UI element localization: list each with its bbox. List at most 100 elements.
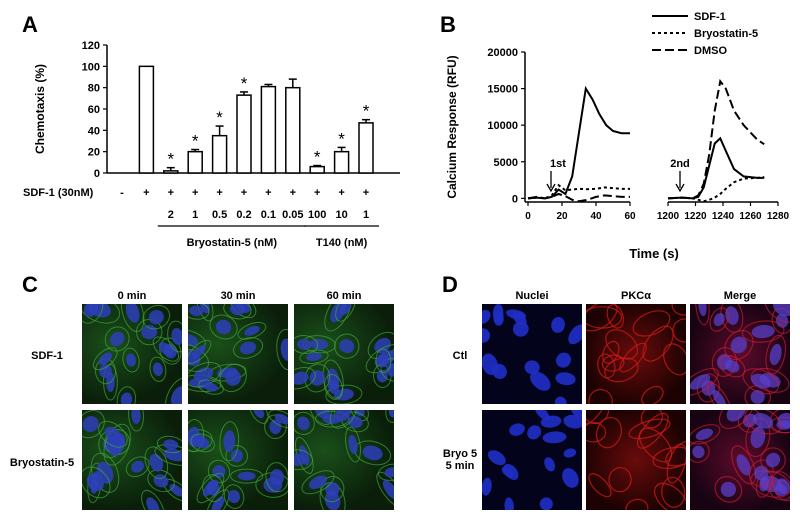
cell-outline [135,318,163,346]
concentration-label: 100 [308,209,326,221]
nucleus [280,338,288,361]
nucleus [725,306,739,325]
cell-outline [149,356,167,382]
treatment-sign: - [120,187,124,199]
cell-outline [345,426,362,463]
nucleus [306,352,322,361]
bar [333,150,350,174]
micrograph-bryo-merge [690,410,790,510]
nucleus [148,310,164,325]
nucleus [192,345,206,359]
bar [163,170,179,174]
nucleus [555,372,576,386]
cell-outline [125,456,150,478]
y-tick-label: 120 [82,40,100,52]
cell-outline [198,379,224,395]
series-line [527,183,630,200]
nucleus [482,353,498,376]
nucleus [196,437,210,449]
nucleus [354,410,365,417]
y-axis-label: Calcium Response (RFU) [445,55,459,198]
annotation-arrowhead [675,183,685,193]
nucleus [362,445,383,461]
cell-outline [377,463,394,481]
treatment-sign: + [314,187,320,199]
concentration-label: 1 [363,209,369,221]
treatment-sign: + [143,187,149,199]
nucleus [571,410,582,419]
significance-marker: * [241,74,248,93]
cell-outline [586,306,623,329]
nucleus [244,325,260,336]
cell-outline [586,421,607,443]
nucleus [163,439,179,450]
cell-outline [718,410,754,430]
cell-outline [636,412,669,449]
cell-outline [98,420,128,448]
cell-outline [625,498,649,510]
nucleus [563,448,577,458]
cell-outline [219,421,240,462]
micrograph-sdf1-60min [294,304,394,404]
panel-c-row-header: SDF-1 [31,350,63,362]
cell-outline [248,410,269,424]
cell-outline [294,335,319,354]
nucleus [482,328,491,343]
nucleus [720,481,736,498]
group-label: Bryostatin-5 (nM) [187,237,278,249]
nucleus [297,338,312,351]
micrograph-bryo-0min [82,410,182,510]
nucleus [270,469,285,486]
nucleus [309,370,325,386]
cell-outline [159,337,182,365]
nucleus [153,474,169,488]
nucleus [83,304,99,317]
cell-outline [690,368,719,396]
cell-outline [294,449,313,471]
nucleus [524,360,540,375]
nucleus [211,496,225,510]
cell-outline [663,343,686,376]
significance-marker: * [167,150,174,169]
x-tick-label: 1220 [684,211,707,222]
treatment-sign: + [216,187,222,199]
nucleus [540,415,562,428]
panel-d-row-header-line: 5 min [445,460,475,472]
cell-outline [165,377,182,404]
cell-outline [188,329,206,351]
cell-outline [294,367,316,390]
nucleus [158,342,174,357]
micrograph-bryo-nuclei [482,410,582,510]
bar [309,165,325,174]
cell-outline [276,328,288,371]
cell-outline [731,445,757,485]
cell-outline [188,304,210,320]
nucleus [504,497,514,510]
cell-outline [719,355,746,378]
significance-marker: * [216,108,223,127]
panel-label-c: C [22,272,38,297]
bar [260,85,277,174]
cell-outline [188,339,212,364]
y-tick-label: 10000 [487,120,518,132]
micrograph-bryo-30min [188,410,288,510]
nucleus [492,304,504,324]
nucleus [712,389,726,404]
bar [285,86,301,174]
nucleus [695,428,713,441]
x-tick-label: 40 [590,211,602,222]
nucleus [82,416,99,433]
y-tick-label: 0 [512,193,518,205]
y-tick-label: 80 [88,83,100,95]
cell-outline [230,468,264,484]
x-tick-label: 1200 [657,211,680,222]
y-tick-label: 20000 [487,47,518,59]
nucleus [230,449,243,463]
cell-outline [706,382,732,404]
nucleus [769,343,782,366]
cell-outline [156,435,182,454]
nucleus [501,466,514,478]
nucleus [86,473,104,492]
nucleus [554,396,567,404]
cell-outline [301,470,335,495]
